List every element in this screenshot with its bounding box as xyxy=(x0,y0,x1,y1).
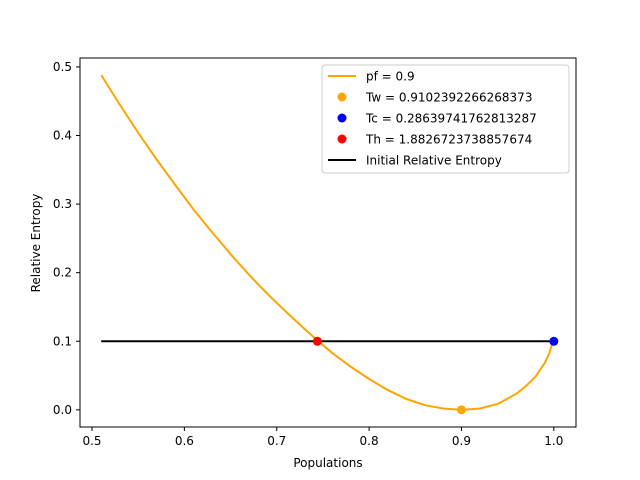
x-tick-label: 0.9 xyxy=(452,434,471,448)
legend-box xyxy=(321,64,570,174)
x-tick-label: 0.5 xyxy=(82,434,101,448)
point-tc xyxy=(549,336,559,346)
y-tick-label: 0.1 xyxy=(53,334,72,348)
legend: pf = 0.9 Tw = 0.9102392266268373 Tc = 0.28… xyxy=(321,64,570,174)
legend-entry-label: Tw = 0.9102392266268373 xyxy=(365,91,532,105)
y-tick-label: 0.4 xyxy=(53,129,72,143)
y-tick-label: 0.2 xyxy=(53,266,72,280)
legend-swatch-marker xyxy=(337,134,347,144)
y-tick-label: 0.3 xyxy=(53,197,72,211)
plot-area-frame xyxy=(79,57,577,428)
legend-entry-label: Th = 1.8826723738857674 xyxy=(365,133,532,147)
y-axis-label: Relative Entropy xyxy=(29,194,43,293)
x-axis-label: Populations xyxy=(293,456,362,470)
series-line-pf-0-9 xyxy=(100,74,554,411)
y-axis-ticks: 0.0 0.1 0.2 0.3 0.4 0.5 xyxy=(53,60,80,417)
legend-entry-label: Initial Relative Entropy xyxy=(366,154,502,168)
y-tick-label: 0.0 xyxy=(53,403,72,417)
x-tick-label: 1.0 xyxy=(544,434,563,448)
legend-entry-label: pf = 0.9 xyxy=(366,70,415,84)
x-tick-label: 0.6 xyxy=(175,434,194,448)
series-layer xyxy=(100,74,559,415)
point-tw xyxy=(456,405,466,415)
x-tick-label: 0.7 xyxy=(267,434,286,448)
point-th xyxy=(312,336,322,346)
legend-swatch-marker xyxy=(337,113,347,123)
legend-entry-label: Tc = 0.28639741762813287 xyxy=(365,112,537,126)
legend-swatch-marker xyxy=(337,92,347,102)
x-axis-ticks: 0.5 0.6 0.7 0.8 0.9 1.0 xyxy=(82,427,563,448)
x-tick-label: 0.8 xyxy=(360,434,379,448)
y-tick-label: 0.5 xyxy=(53,60,72,74)
